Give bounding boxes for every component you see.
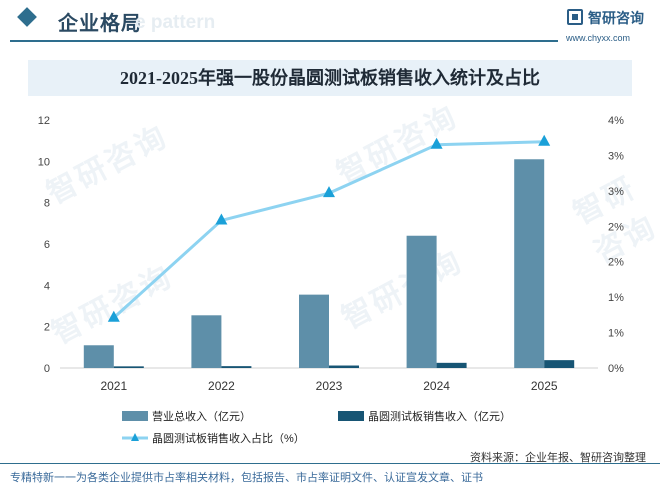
bar-test-board-revenue — [544, 360, 575, 368]
y-right-tick-label: 3% — [608, 186, 624, 198]
data-source: 资料来源：企业年报、智研咨询整理 — [470, 452, 646, 464]
line-share — [112, 140, 545, 319]
line-share-marker — [107, 310, 120, 322]
logo-url: www.chyxx.com — [566, 33, 631, 43]
y-left-tick-label: 12 — [38, 115, 50, 127]
y-right-tick-label: 1% — [608, 292, 624, 304]
x-tick-label: 2024 — [423, 379, 450, 393]
y-left-tick-label: 4 — [44, 280, 50, 292]
header-watermark: e pattern — [135, 12, 216, 33]
y-right-tick-label: 1% — [608, 328, 624, 340]
legend-swatch — [338, 411, 364, 421]
x-tick-label: 2021 — [100, 379, 127, 393]
y-left-tick-label: 2 — [44, 322, 50, 334]
y-left-tick-label: 6 — [44, 239, 50, 251]
bar-total-revenue — [406, 235, 437, 368]
chart-title-bar — [28, 60, 632, 96]
legend-swatch-marker — [131, 433, 139, 441]
bar-total-revenue — [191, 315, 222, 368]
x-tick-label: 2022 — [208, 379, 235, 393]
bar-total-revenue — [299, 294, 329, 368]
bar-test-board-revenue — [221, 366, 252, 368]
bar-test-board-revenue — [113, 366, 144, 368]
line-share-marker — [430, 137, 443, 149]
legend-label: 营业总收入（亿元） — [152, 409, 251, 423]
bar-total-revenue — [83, 345, 114, 368]
y-left-tick-label: 0 — [44, 363, 50, 375]
bar-total-revenue — [514, 159, 545, 368]
header-divider — [10, 40, 558, 42]
section-title: 企业格局 — [58, 13, 142, 35]
legend-label: 晶圆测试板销售收入（亿元） — [368, 409, 511, 423]
y-right-tick-label: 3% — [608, 150, 624, 162]
page-header: 企业格局 e pattern 智研咨询 www.chyxx.com — [0, 0, 660, 43]
legend-label: 晶圆测试板销售收入占比（%） — [152, 431, 305, 445]
y-right-tick-label: 4% — [608, 115, 624, 127]
footer-note: 专精特新一一为各类企业提供市占率相关材料，包括报告、市占率证明文件、认证宣发文章… — [10, 472, 483, 484]
chart-title: 2021-2025年强一股份晶圆测试板销售收入统计及占比 — [120, 68, 540, 88]
logo-icon — [567, 9, 583, 25]
logo-name: 智研咨询 — [588, 10, 644, 26]
y-right-tick-label: 0% — [608, 363, 624, 375]
x-tick-label: 2025 — [531, 379, 558, 393]
legend-swatch — [122, 411, 148, 421]
footer-divider — [0, 463, 660, 464]
y-right-tick-label: 2% — [608, 221, 624, 233]
y-left-tick-label: 8 — [44, 198, 50, 210]
y-left-tick-label: 10 — [38, 156, 50, 168]
x-tick-label: 2023 — [316, 379, 343, 393]
line-share-marker — [215, 213, 228, 225]
line-share-marker — [538, 134, 551, 146]
bar-test-board-revenue — [329, 365, 359, 368]
line-share-marker — [323, 186, 335, 198]
y-right-tick-label: 2% — [608, 257, 624, 269]
bar-test-board-revenue — [436, 362, 467, 368]
